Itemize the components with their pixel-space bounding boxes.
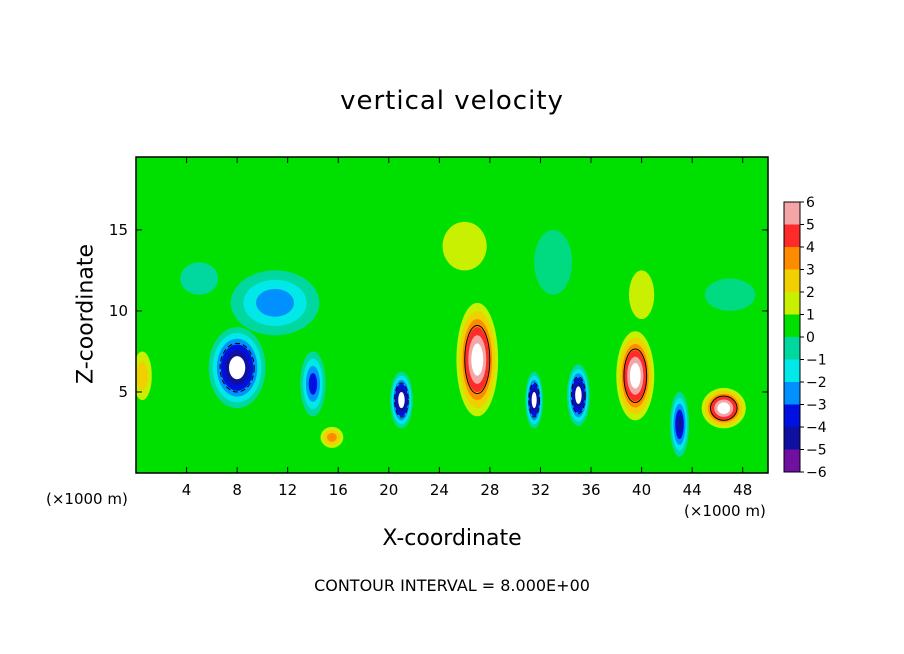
- x-tick-label-28: 28: [480, 481, 499, 499]
- field-cell-15-5: [717, 402, 731, 414]
- x-tick-label-20: 20: [379, 481, 398, 499]
- field-cell-0-5: [228, 356, 246, 380]
- field-cell-7-5: [471, 343, 484, 376]
- colorbar-band-6: [784, 337, 800, 360]
- colorbar: 6 5 4 3 2 1 0 −1 −2 −3 −4 −5 −6: [783, 195, 827, 481]
- x-tick-label-24: 24: [430, 481, 449, 499]
- chart-title: vertical velocity: [340, 86, 564, 116]
- colorbar-band-0: [784, 202, 800, 225]
- plot-frame: [135, 156, 769, 474]
- colorbar-band-10: [784, 427, 800, 450]
- field-cell-16: [704, 278, 756, 311]
- field-cell-11: [534, 229, 573, 295]
- colorbar-band-5: [784, 314, 800, 337]
- contour-line-10: [571, 376, 586, 415]
- contour-line-7: [464, 325, 491, 395]
- x-tick-label-32: 32: [531, 481, 550, 499]
- x-unit-label-left: (×1000 m): [46, 490, 128, 508]
- y-tick-label-15: 15: [109, 221, 128, 239]
- colorbar-label-6: 0: [806, 330, 815, 346]
- contour-interval-note: CONTOUR INTERVAL = 8.000E+00: [314, 576, 590, 595]
- field-cell-1-2: [256, 288, 294, 317]
- colorbar-band-4: [784, 292, 800, 315]
- field-cell-2-0: [180, 262, 219, 295]
- field-cell-5-3: [308, 373, 318, 395]
- colorbar-label-2: 4: [806, 240, 815, 256]
- colorbar-label-0: 6: [806, 195, 815, 211]
- contour-line-15: [709, 395, 738, 421]
- colorbar-label-5: 1: [806, 308, 815, 324]
- contour-line-6: [394, 382, 409, 418]
- field-cell-13-0: [628, 270, 655, 320]
- colorbar-label-1: 5: [806, 218, 815, 234]
- x-tick-label-16: 16: [329, 481, 348, 499]
- colorbar-band-9: [784, 404, 800, 427]
- field-cell-8-0: [442, 221, 487, 271]
- colorbar-band-3: [784, 269, 800, 292]
- colorbar-label-3: 3: [806, 263, 815, 279]
- field-cell-14-4: [676, 415, 683, 434]
- y-tick-label-10: 10: [109, 302, 128, 320]
- contour-line-9: [528, 382, 540, 418]
- field-cell-9-5: [531, 391, 537, 409]
- colorbar-label-12: −6: [806, 465, 827, 481]
- colorbar-band-11: [784, 449, 800, 472]
- y-tick-label-5: 5: [118, 383, 128, 401]
- colorbar-label-9: −3: [806, 398, 827, 414]
- colorbar-band-8: [784, 382, 800, 405]
- field-cell-3-1: [136, 361, 149, 391]
- velocity-field: [136, 157, 768, 473]
- colorbar-band-7: [784, 359, 800, 382]
- x-tick-label-4: 4: [182, 481, 192, 499]
- field-cell-12-5: [629, 363, 641, 389]
- y-axis: 5 10 15: [109, 221, 768, 401]
- contour-line-0: [219, 342, 255, 393]
- colorbar-label-4: 2: [806, 285, 815, 301]
- x-axis-label: X-coordinate: [382, 526, 522, 551]
- x-unit-label-right: (×1000 m): [684, 502, 766, 520]
- colorbar-label-7: −1: [806, 353, 827, 369]
- colorbar-band-2: [784, 247, 800, 270]
- field-cell-4-2: [327, 432, 337, 442]
- x-tick-label-8: 8: [232, 481, 242, 499]
- x-tick-label-40: 40: [632, 481, 651, 499]
- x-tick-label-48: 48: [733, 481, 752, 499]
- field-cell-10-5: [575, 386, 582, 405]
- x-axis: 4 8 12 16 20 24 28 32 36 40 44 48: [182, 157, 752, 499]
- x-tick-label-36: 36: [581, 481, 600, 499]
- x-tick-label-44: 44: [683, 481, 702, 499]
- colorbar-label-10: −4: [806, 420, 827, 436]
- colorbar-band-1: [784, 224, 800, 247]
- contour-line-12: [623, 348, 648, 404]
- colorbar-label-11: −5: [806, 443, 827, 459]
- x-tick-label-12: 12: [278, 481, 297, 499]
- field-cell-6-5: [398, 391, 405, 409]
- colorbar-label-8: −2: [806, 375, 827, 391]
